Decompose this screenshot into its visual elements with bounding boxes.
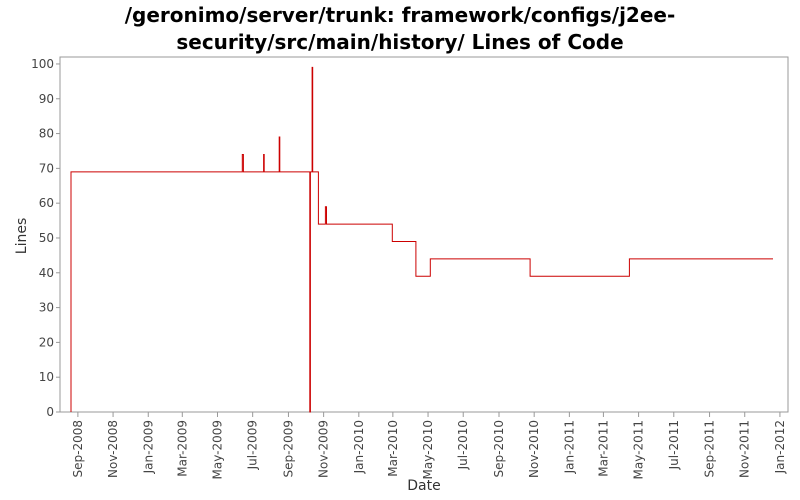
- x-tick-label: May-2010: [421, 420, 435, 479]
- x-tick-label: Sep-2008: [71, 420, 85, 478]
- chart-title: /geronimo/server/trunk: framework/config…: [0, 2, 800, 56]
- chart-title-line-2: security/src/main/history/ Lines of Code: [176, 30, 624, 54]
- y-tick-label: 10: [39, 370, 54, 384]
- y-tick-label: 60: [39, 196, 54, 210]
- x-tick-label: Jan-2011: [562, 420, 576, 474]
- y-tick-label: 50: [39, 231, 54, 245]
- y-axis-label: Lines: [14, 218, 30, 254]
- x-tick-label: Jan-2009: [141, 420, 155, 474]
- x-tick-label: May-2011: [632, 420, 646, 479]
- x-tick-label: Nov-2009: [317, 420, 331, 478]
- x-tick-label: Mar-2009: [175, 420, 189, 477]
- y-tick-label: 70: [39, 161, 54, 175]
- y-axis: 0 10 20 30 40 50 60 70 80 90 100: [31, 57, 60, 419]
- y-tick-label: 40: [39, 266, 54, 280]
- x-axis: Sep-2008 Nov-2008 Jan-2009 Mar-2009 May-2009…: [71, 412, 787, 479]
- x-tick-label: Nov-2011: [738, 420, 752, 478]
- x-tick-label: Jul-2010: [456, 420, 470, 470]
- x-tick-label: Nov-2010: [527, 420, 541, 478]
- y-tick-label: 80: [39, 127, 54, 141]
- plot-area: [59, 56, 789, 413]
- x-tick-label: Mar-2010: [386, 420, 400, 477]
- x-axis-label: Date: [407, 478, 440, 494]
- x-tick-label: Jul-2011: [667, 420, 681, 470]
- series-layer: [70, 66, 773, 413]
- x-tick-label: Jul-2009: [246, 420, 260, 470]
- x-tick-label: Sep-2009: [281, 420, 295, 478]
- x-tick-label: Jan-2012: [773, 420, 787, 474]
- y-tick-label: 30: [39, 301, 54, 315]
- chart-title-line-1: /geronimo/server/trunk: framework/config…: [124, 3, 676, 27]
- x-tick-label: Jan-2010: [352, 420, 366, 474]
- x-tick-label: Sep-2010: [492, 420, 506, 478]
- y-tick-label: 100: [31, 57, 54, 71]
- y-tick-label: 20: [39, 335, 54, 349]
- x-tick-label: Mar-2011: [596, 420, 610, 477]
- x-tick-label: Nov-2008: [106, 420, 120, 478]
- x-tick-label: May-2009: [210, 420, 224, 479]
- series-line: [70, 66, 773, 413]
- y-tick-label: 90: [39, 92, 54, 106]
- x-tick-label: Sep-2011: [703, 420, 717, 478]
- y-tick-label: 0: [46, 405, 54, 419]
